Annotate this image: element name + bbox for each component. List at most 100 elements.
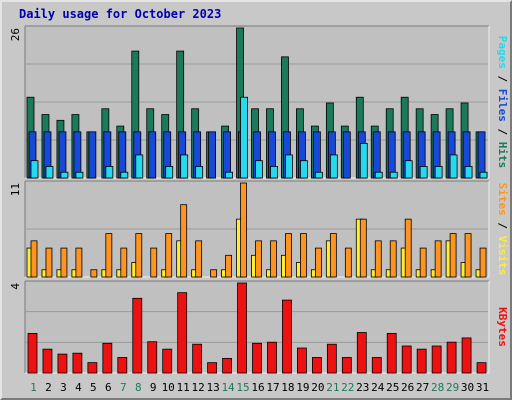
- x-tick-label: 16: [251, 381, 264, 394]
- sites-bar: [449, 233, 457, 278]
- sites-bar: [225, 254, 232, 278]
- sites-bar: [344, 247, 352, 278]
- x-tick-label: 19: [296, 381, 309, 394]
- x-tick-label: 25: [386, 381, 399, 394]
- x-tick-label: 28: [431, 381, 444, 394]
- pages-bar: [359, 142, 368, 179]
- sites-bar: [195, 240, 203, 278]
- kbytes-bar: [252, 342, 262, 374]
- kbytes-bar: [117, 357, 128, 374]
- x-tick-label: 27: [416, 381, 429, 394]
- x-tick-label: 22: [341, 381, 354, 394]
- pages-bar: [419, 166, 428, 179]
- x-tick-label: 30: [461, 381, 474, 394]
- sites-bar: [389, 240, 397, 278]
- pages-bar: [60, 171, 69, 179]
- kbytes-bar: [416, 348, 427, 374]
- x-tick-label: 3: [60, 381, 67, 394]
- sites-bar: [464, 233, 472, 278]
- kbytes-bar: [207, 362, 218, 374]
- kbytes-bar: [177, 292, 188, 374]
- hits-legend-part: Pages: [496, 36, 509, 69]
- kbytes-legend-part: KBytes: [496, 307, 509, 347]
- files-bar: [208, 131, 217, 179]
- pages-bar: [300, 160, 308, 179]
- pages-bar: [240, 96, 248, 179]
- kbytes-bar: [341, 357, 352, 374]
- pages-bar: [285, 154, 293, 179]
- sites-bar: [359, 218, 367, 278]
- pages-bar: [329, 154, 338, 179]
- x-tick-label: 17: [266, 381, 279, 394]
- files-bar: [118, 131, 127, 179]
- kbytes-bar: [356, 332, 367, 374]
- x-tick-label: 31: [476, 381, 489, 394]
- sites-bar: [90, 269, 98, 278]
- sites-bar: [479, 247, 487, 278]
- pages-bar: [464, 166, 473, 179]
- sites-bar: [300, 233, 307, 278]
- pages-bar: [270, 166, 278, 179]
- files-bar: [58, 131, 67, 179]
- visits-legend: Sites / Visits: [496, 183, 509, 276]
- x-tick-label: 4: [75, 381, 82, 394]
- pages-bar: [225, 171, 233, 179]
- x-tick-label: 5: [90, 381, 97, 394]
- x-tick-label: 13: [206, 381, 219, 394]
- pages-bar: [434, 166, 443, 179]
- x-tick-label: 26: [401, 381, 414, 394]
- x-tick-label: 7: [120, 381, 127, 394]
- visits-legend-part: /: [496, 216, 509, 236]
- sites-bar: [210, 269, 218, 278]
- sites-bar: [30, 240, 38, 278]
- sites-bar: [285, 233, 292, 278]
- pages-bar: [404, 160, 413, 179]
- pages-bar: [374, 171, 383, 179]
- kbytes-bar: [162, 348, 173, 374]
- pages-bar: [75, 171, 84, 179]
- sites-bar: [45, 247, 53, 278]
- pages-bar: [120, 171, 129, 179]
- x-tick-label: 15: [236, 381, 249, 394]
- hits-ymax-label: 26: [9, 28, 22, 41]
- sites-bar: [150, 247, 158, 278]
- pages-bar: [389, 171, 398, 179]
- pages-bar: [180, 154, 189, 179]
- pages-bar: [479, 171, 488, 179]
- sites-bar: [180, 204, 188, 278]
- pages-bar: [45, 166, 54, 179]
- sites-bar: [270, 240, 277, 278]
- x-tick-label: 18: [281, 381, 294, 394]
- kbytes-bar: [237, 282, 247, 374]
- sites-bar: [105, 233, 113, 278]
- x-tick-label: 6: [105, 381, 112, 394]
- x-tick-label: 12: [192, 381, 205, 394]
- x-tick-label: 23: [356, 381, 369, 394]
- pages-bar: [30, 160, 39, 179]
- kbytes-bar: [87, 362, 98, 374]
- kbytes-bar: [147, 341, 158, 374]
- x-tick-label: 24: [371, 381, 385, 394]
- chart-title: Daily usage for October 2023: [19, 7, 222, 21]
- sites-bar: [374, 240, 382, 278]
- x-tick-label: 20: [311, 381, 324, 394]
- x-tick-label: 8: [135, 381, 142, 394]
- sites-bar: [120, 247, 128, 278]
- kbytes-bar: [72, 352, 83, 374]
- sites-bar: [165, 233, 173, 278]
- kbytes-bar: [386, 332, 397, 374]
- hits-legend-part: /: [496, 122, 509, 142]
- visits-legend-part: Sites: [496, 183, 509, 216]
- visits-legend-part: Visits: [496, 236, 509, 276]
- files-bar: [387, 131, 396, 179]
- kbytes-bar: [102, 342, 113, 374]
- sites-bar: [255, 240, 262, 278]
- pages-bar: [255, 160, 263, 179]
- kbytes-bar: [132, 297, 143, 374]
- pages-bar: [195, 166, 204, 179]
- visits-ymax-label: 11: [9, 183, 22, 196]
- sites-bar: [60, 247, 68, 278]
- files-bar: [477, 131, 486, 179]
- kbytes-bar: [267, 341, 277, 374]
- kbytes-bar: [371, 357, 382, 374]
